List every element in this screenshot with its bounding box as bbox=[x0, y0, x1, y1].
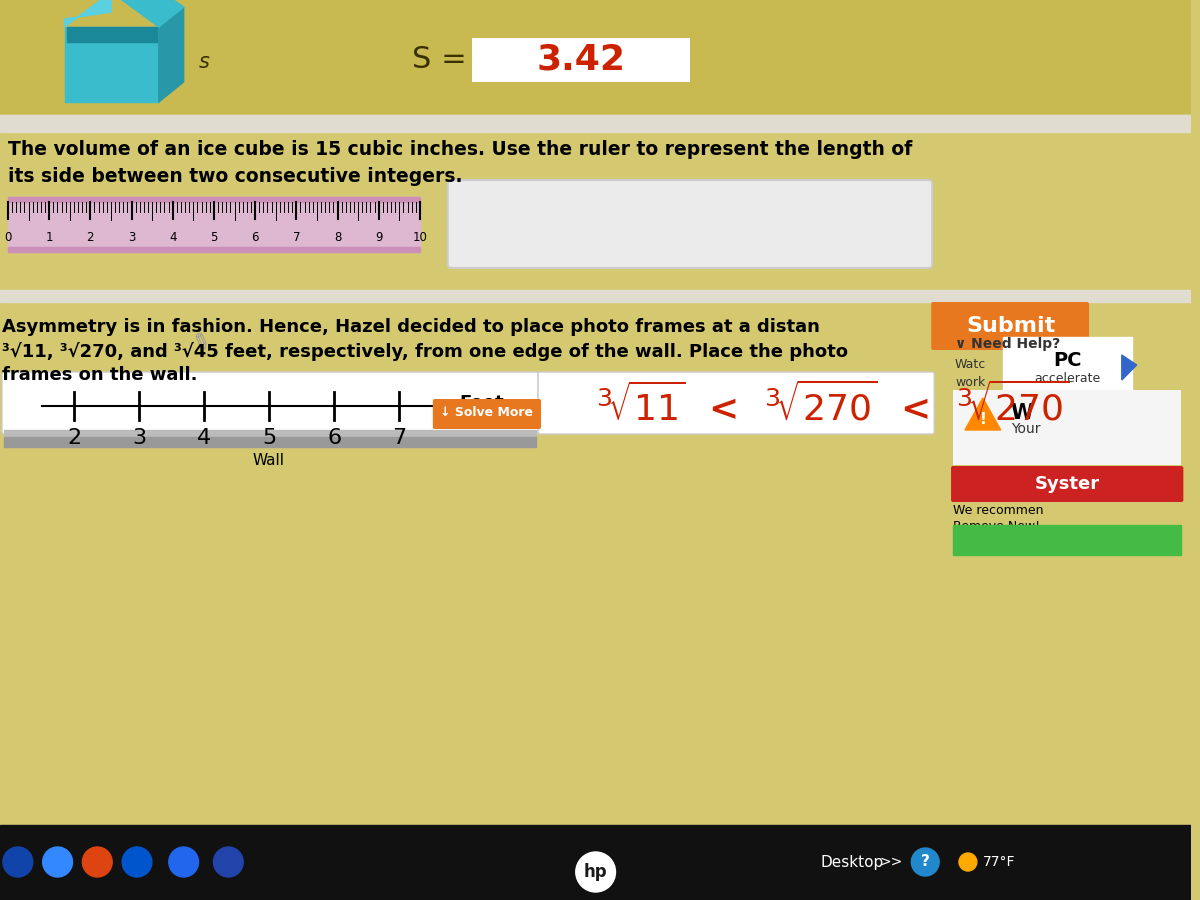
Circle shape bbox=[214, 847, 244, 877]
Text: 3: 3 bbox=[132, 428, 146, 448]
Text: >>: >> bbox=[880, 855, 904, 869]
Circle shape bbox=[959, 853, 977, 871]
Bar bbox=[8, 197, 420, 202]
Text: Remove Now!: Remove Now! bbox=[953, 520, 1040, 533]
Circle shape bbox=[576, 852, 616, 892]
Text: Your: Your bbox=[1010, 422, 1040, 436]
FancyBboxPatch shape bbox=[448, 180, 932, 268]
Text: ∨ Need Help?: ∨ Need Help? bbox=[955, 337, 1061, 351]
Text: work: work bbox=[955, 375, 985, 389]
Bar bbox=[953, 390, 1181, 465]
Text: 6: 6 bbox=[251, 231, 259, 244]
Text: 7: 7 bbox=[392, 428, 407, 448]
Polygon shape bbox=[112, 0, 184, 27]
Text: 1: 1 bbox=[46, 231, 53, 244]
Polygon shape bbox=[65, 0, 112, 27]
Text: 3: 3 bbox=[128, 231, 136, 244]
FancyBboxPatch shape bbox=[433, 399, 541, 429]
Bar bbox=[953, 525, 1181, 555]
Text: ?: ? bbox=[920, 854, 930, 869]
Bar bbox=[0, 825, 1192, 900]
Text: 2: 2 bbox=[86, 231, 94, 244]
Bar bbox=[8, 247, 420, 252]
Text: Feet: Feet bbox=[460, 394, 504, 412]
FancyBboxPatch shape bbox=[2, 372, 538, 434]
Bar bbox=[472, 38, 690, 82]
Text: Wall: Wall bbox=[252, 453, 284, 468]
Bar bbox=[0, 115, 1192, 132]
Text: 9: 9 bbox=[374, 231, 383, 244]
Text: 3.42: 3.42 bbox=[536, 43, 625, 77]
Bar bbox=[66, 27, 157, 42]
Circle shape bbox=[2, 847, 32, 877]
Text: accelerate: accelerate bbox=[1034, 372, 1100, 384]
Bar bbox=[1003, 337, 1132, 392]
Text: 8: 8 bbox=[334, 231, 341, 244]
Text: ✎: ✎ bbox=[188, 331, 212, 356]
Text: 7: 7 bbox=[293, 231, 300, 244]
Text: frames on the wall.: frames on the wall. bbox=[2, 366, 198, 384]
Text: Desktop: Desktop bbox=[820, 854, 883, 869]
Text: ↓ Solve More: ↓ Solve More bbox=[440, 407, 533, 419]
Text: hp: hp bbox=[584, 863, 607, 881]
Bar bbox=[0, 0, 1192, 115]
Text: 5: 5 bbox=[262, 428, 276, 448]
Bar bbox=[0, 290, 1192, 302]
Circle shape bbox=[122, 847, 152, 877]
Text: 2: 2 bbox=[67, 428, 82, 448]
Text: The volume of an ice cube is 15 cubic inches. Use the ruler to represent the len: The volume of an ice cube is 15 cubic in… bbox=[8, 140, 912, 159]
Circle shape bbox=[43, 847, 72, 877]
Circle shape bbox=[169, 847, 198, 877]
Text: We recommen: We recommen bbox=[953, 504, 1044, 517]
Polygon shape bbox=[1122, 355, 1136, 380]
Text: W: W bbox=[1010, 403, 1033, 423]
Circle shape bbox=[911, 848, 940, 876]
Bar bbox=[8, 197, 420, 252]
Text: Watc: Watc bbox=[955, 357, 986, 371]
Text: PC: PC bbox=[1052, 350, 1081, 370]
Text: 10: 10 bbox=[413, 231, 427, 244]
Bar bbox=[0, 115, 1192, 125]
FancyBboxPatch shape bbox=[538, 372, 934, 434]
Text: s: s bbox=[198, 52, 210, 72]
Text: 4: 4 bbox=[169, 231, 176, 244]
Text: 77°F: 77°F bbox=[983, 855, 1015, 869]
Bar bbox=[4, 437, 536, 447]
Text: $^3\!\sqrt{11}$  <  $^3\!\sqrt{270}$  <  $^3\!\sqrt{270}$: $^3\!\sqrt{11}$ < $^3\!\sqrt{270}$ < $^3… bbox=[595, 382, 1069, 428]
Text: 0: 0 bbox=[5, 231, 12, 244]
Text: ³√11, ³√270, and ³√45 feet, respectively, from one edge of the wall. Place the p: ³√11, ³√270, and ³√45 feet, respectively… bbox=[2, 342, 848, 361]
Text: !: ! bbox=[979, 411, 986, 427]
FancyBboxPatch shape bbox=[952, 466, 1183, 502]
Text: Syster: Syster bbox=[1034, 475, 1099, 493]
FancyBboxPatch shape bbox=[931, 302, 1090, 350]
Text: S =: S = bbox=[412, 46, 467, 75]
Circle shape bbox=[83, 847, 112, 877]
Text: 6: 6 bbox=[328, 428, 341, 448]
Text: 5: 5 bbox=[210, 231, 217, 244]
Text: Asymmetry is in fashion. Hence, Hazel decided to place photo frames at a distan: Asymmetry is in fashion. Hence, Hazel de… bbox=[2, 318, 820, 336]
Text: Submit: Submit bbox=[966, 316, 1055, 336]
Bar bbox=[4, 430, 536, 437]
Polygon shape bbox=[158, 7, 184, 102]
Polygon shape bbox=[965, 398, 1001, 430]
Text: its side between two consecutive integers.: its side between two consecutive integer… bbox=[8, 167, 462, 186]
Bar bbox=[65, 27, 158, 102]
Text: 4: 4 bbox=[197, 428, 211, 448]
